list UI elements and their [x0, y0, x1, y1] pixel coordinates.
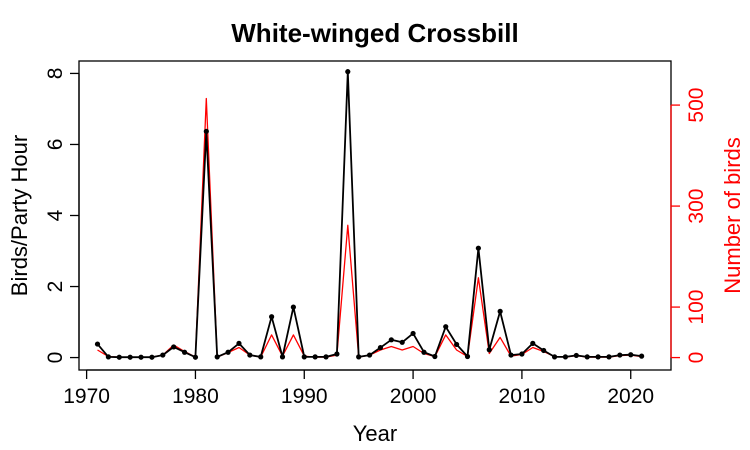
- data-point: [323, 354, 329, 360]
- data-point: [541, 347, 547, 354]
- data-point: [551, 354, 558, 360]
- data-point: [269, 314, 275, 320]
- y-axis-right: 0 100 300 500: [670, 88, 708, 364]
- data-point: [584, 354, 590, 360]
- data-point: [454, 341, 460, 348]
- y-tick-label: 0: [44, 352, 67, 364]
- data-point: [562, 354, 569, 360]
- data-point: [475, 245, 481, 251]
- data-point: [508, 352, 514, 358]
- data-point: [617, 352, 623, 358]
- y-tick-label: 4: [44, 209, 67, 221]
- data-point: [421, 349, 427, 355]
- data-point: [595, 354, 601, 360]
- data-point: [225, 349, 231, 355]
- y2-axis-title: Number of birds: [720, 137, 745, 294]
- data-point: [116, 354, 122, 360]
- data-point: [497, 308, 503, 314]
- x-tick-label: 2020: [607, 385, 654, 408]
- data-point: [258, 354, 264, 360]
- data-point: [171, 344, 177, 350]
- data-point: [345, 69, 351, 75]
- data-point: [356, 354, 362, 360]
- data-point: [573, 352, 579, 359]
- data-point: [486, 347, 492, 353]
- data-point: [312, 354, 318, 360]
- data-point: [290, 304, 296, 310]
- x-axis-title: Year: [353, 421, 397, 446]
- data-point: [639, 353, 645, 359]
- data-point: [236, 340, 242, 346]
- data-point: [181, 349, 188, 355]
- data-point: [464, 353, 471, 360]
- x-axis: 1970 1980 1990 2000 2010 2020: [63, 369, 654, 408]
- data-point: [105, 354, 111, 360]
- data-point: [628, 352, 634, 358]
- data-point: [94, 341, 101, 347]
- data-point: [388, 337, 394, 343]
- data-point: [247, 352, 253, 358]
- data-point: [443, 324, 449, 330]
- data-point: [203, 128, 209, 134]
- y-tick-label: 8: [44, 68, 67, 80]
- x-tick-label: 1970: [63, 385, 110, 408]
- data-point: [366, 352, 373, 358]
- data-point: [301, 354, 307, 360]
- data-point: [192, 354, 199, 360]
- data-point: [530, 340, 536, 346]
- data-point: [138, 354, 144, 360]
- y2-tick-label: 500: [685, 88, 708, 123]
- x-tick-label: 1980: [172, 385, 219, 408]
- data-point: [334, 351, 340, 357]
- y2-tick-label: 0: [685, 352, 708, 364]
- series-line: [96, 70, 642, 359]
- series-line: [97, 97, 642, 358]
- data-point: [214, 354, 220, 360]
- data-point: [410, 330, 416, 337]
- data-point: [519, 351, 525, 357]
- x-tick-label: 1990: [281, 385, 328, 408]
- y-tick-label: 6: [44, 139, 67, 151]
- y-tick-label: 2: [44, 281, 67, 293]
- plot-frame: [78, 60, 672, 371]
- data-point: [127, 354, 133, 360]
- data-point: [606, 354, 612, 360]
- y-axis-left: 0 2 4 6 8: [44, 68, 80, 364]
- series-number-of-birds: [97, 97, 642, 358]
- data-point: [377, 345, 384, 351]
- data-point: [149, 354, 155, 360]
- data-point: [160, 352, 166, 358]
- y2-tick-label: 300: [685, 189, 708, 224]
- data-point: [279, 354, 286, 360]
- data-point: [399, 339, 405, 345]
- chart-title: White-winged Crossbill: [231, 18, 518, 48]
- data-point: [432, 353, 438, 360]
- y-axis-title: Birds/Party Hour: [7, 135, 32, 296]
- series-birds-per-party-hour: [94, 69, 645, 360]
- x-tick-label: 2010: [499, 385, 546, 408]
- y2-tick-label: 100: [685, 290, 708, 325]
- x-tick-label: 2000: [390, 385, 437, 408]
